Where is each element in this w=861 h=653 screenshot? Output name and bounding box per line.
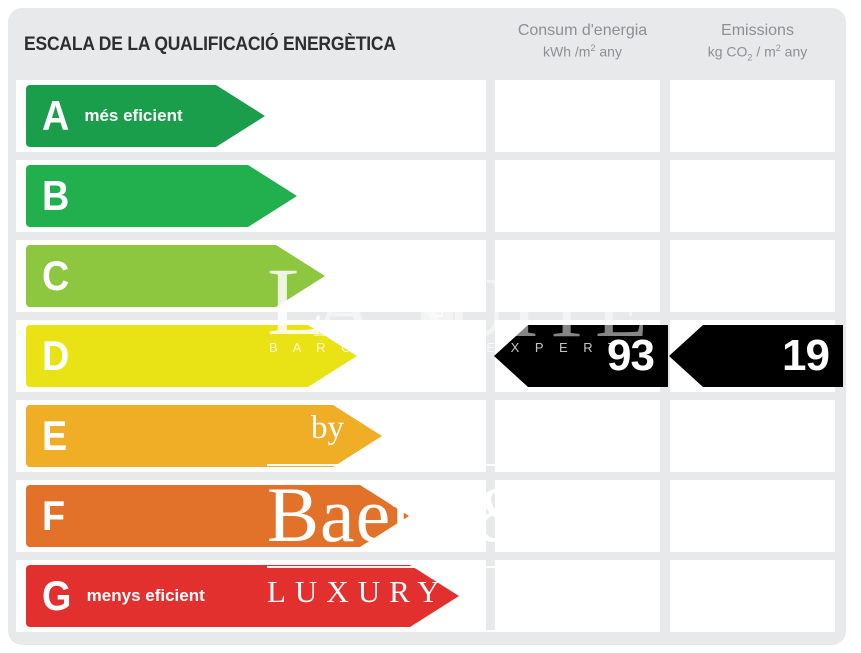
rating-sublabel-g: menys eficient: [86, 586, 205, 605]
rating-bar-d: D: [26, 325, 357, 387]
rating-letter-f: F: [42, 492, 66, 539]
rating-letter-g: G: [42, 572, 72, 619]
rating-bar-c: C: [26, 245, 325, 307]
rating-letter-d: D: [42, 332, 70, 379]
column-header-emissions-units: kg CO2 / m2 any: [707, 42, 808, 63]
rating-cell-f-2: [670, 480, 835, 552]
value-emissions: 19: [782, 331, 830, 380]
value-badge-consumption: 93: [494, 325, 668, 387]
rating-sublabel-a: més eficient: [84, 106, 183, 125]
column-header-emissions: Emissions kg CO2 / m2 any: [670, 20, 845, 63]
rating-cell-b-1: [495, 160, 660, 232]
rating-bar-b: B: [26, 165, 297, 227]
value-consumption: 93: [607, 331, 655, 380]
rating-bar-arrow-tip-g: [410, 565, 459, 627]
value-badge-arrow-emissions: [669, 325, 703, 387]
value-badge-arrow-consumption: [494, 325, 528, 387]
column-header-emissions-title: Emissions: [721, 22, 794, 39]
rating-bar-arrow-tip-d: [308, 325, 357, 387]
rating-cell-g-1: [495, 560, 660, 632]
rating-bar-arrow-tip-c: [276, 245, 325, 307]
rating-bar-arrow-tip-a: [216, 85, 265, 147]
column-header-consumption-units: kWh /m2 any: [543, 42, 622, 60]
page-title: ESCALA DE LA QUALIFICACIÓ ENERGÈTICA: [24, 34, 396, 55]
rating-cell-g-2: [670, 560, 835, 632]
rating-letter-b: B: [42, 172, 70, 219]
energy-rating-panel: ESCALA DE LA QUALIFICACIÓ ENERGÈTICA Con…: [8, 8, 846, 645]
rating-letter-a: A: [42, 92, 70, 139]
rating-letter-c: C: [42, 252, 70, 299]
rating-bar-e: E: [26, 405, 382, 467]
value-badge-emissions: 19: [669, 325, 843, 387]
column-header-consumption: Consum d'energia kWh /m2 any: [495, 20, 670, 61]
rating-bar-arrow-tip-f: [360, 485, 409, 547]
rating-bar-arrow-tip-b: [248, 165, 297, 227]
rating-cell-c-1: [495, 240, 660, 312]
rating-cell-f-1: [495, 480, 660, 552]
rating-cell-e-1: [495, 400, 660, 472]
rating-cell-a-2: [670, 80, 835, 152]
panel-header: ESCALA DE LA QUALIFICACIÓ ENERGÈTICA Con…: [8, 8, 846, 72]
rating-bar-arrow-tip-e: [333, 405, 382, 467]
rating-cell-c-2: [670, 240, 835, 312]
rating-bar-f: F: [26, 485, 409, 547]
column-header-consumption-title: Consum d'energia: [517, 22, 648, 39]
rating-cell-a-1: [495, 80, 660, 152]
rating-cell-b-2: [670, 160, 835, 232]
rating-cell-e-2: [670, 400, 835, 472]
rating-letter-e: E: [42, 412, 68, 459]
